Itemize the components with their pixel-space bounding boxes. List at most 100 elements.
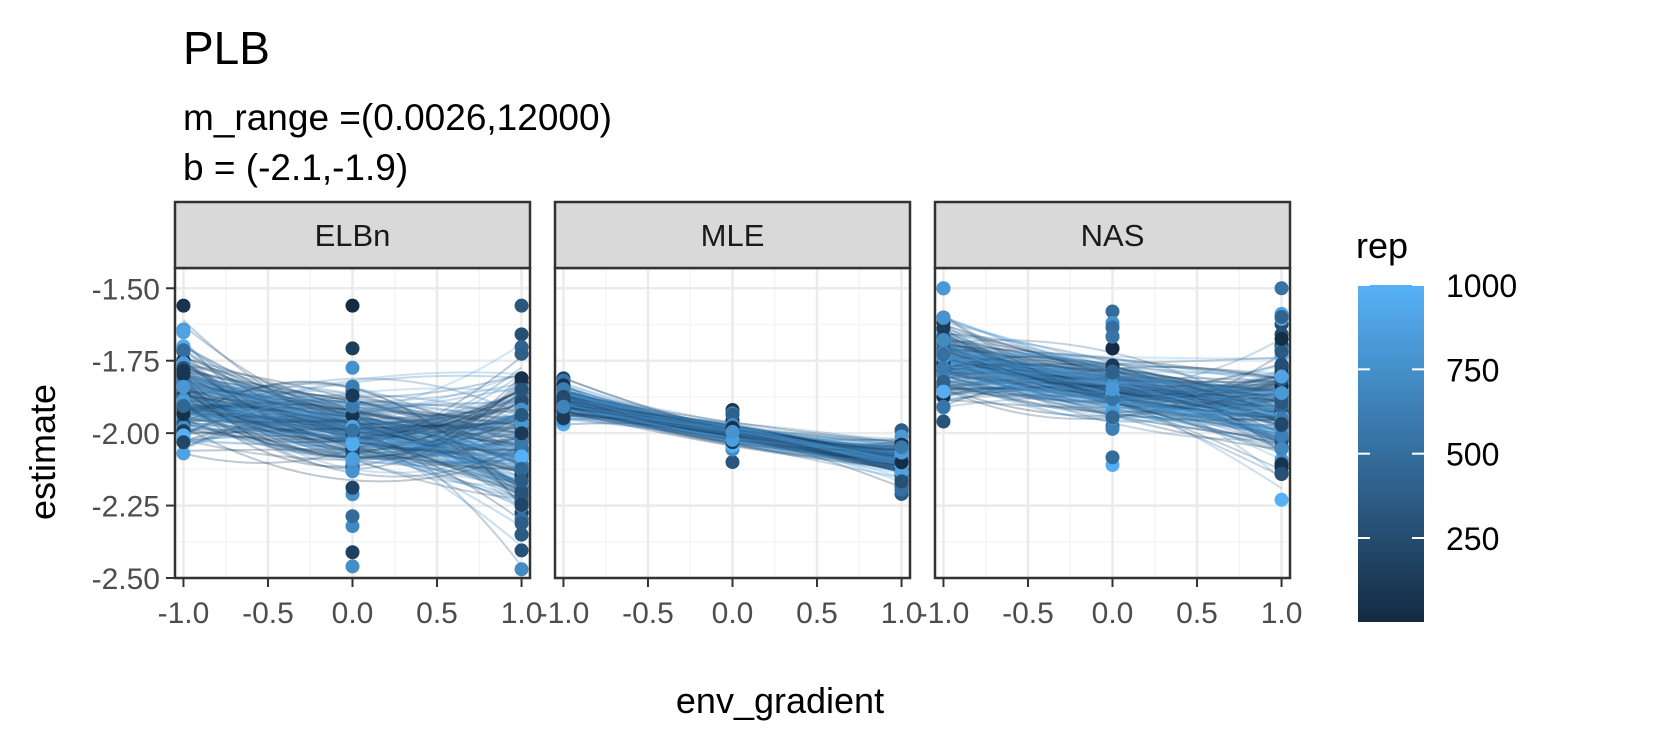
data-point [556,411,571,426]
data-point [725,424,740,439]
x-tick-label: -0.5 [242,597,294,630]
data-point [1105,365,1120,380]
data-point [936,360,951,375]
x-tick-label: 0.0 [332,597,374,630]
data-point [345,519,360,534]
data-point [514,408,529,423]
data-point [936,374,951,389]
chart-subtitle-line-1: m_range =(0.0026,12000) [183,97,612,138]
data-point [894,474,909,489]
replicate-points [556,371,909,501]
data-point [345,480,360,495]
data-point [514,371,529,386]
legend-title: rep [1356,225,1408,266]
x-tick-label: 1.0 [501,597,543,630]
data-point [514,497,529,512]
data-point [1274,492,1289,507]
data-point [514,461,529,476]
data-point [1274,466,1289,481]
data-point [176,398,191,413]
y-tick-label: -2.50 [92,563,160,596]
replicate-line [183,377,522,428]
data-point [894,455,909,470]
data-point [514,543,529,558]
data-point [514,562,529,577]
data-point [936,321,951,336]
x-tick-label: 0.5 [796,597,838,630]
facet-panel-mle: MLE -1.0 -0.5 0.0 0.5 1.0 [538,200,922,630]
data-point [514,473,529,488]
data-point [1105,410,1120,425]
data-point [1105,341,1120,356]
x-tick-label: -0.5 [622,597,674,630]
legend: rep 250 500 750 1000 [1356,225,1517,622]
x-axis-label: env_gradient [676,680,884,721]
data-point [1105,421,1120,436]
legend-tick-label: 500 [1446,437,1499,473]
legend-tick-label: 1000 [1446,268,1517,304]
data-point [345,437,360,452]
data-point [1274,281,1289,296]
data-point [176,343,191,358]
data-point [345,388,360,403]
data-point [936,310,951,325]
facet-strip-label: MLE [701,218,765,253]
data-point [345,341,360,356]
y-axis: -1.50 -1.75 -2.00 -2.25 -2.50 [92,273,175,596]
facet-strip-label: NAS [1081,218,1145,253]
replicate-points [176,298,529,577]
data-point [176,367,191,382]
data-point [345,360,360,375]
data-point [1274,386,1289,401]
data-point [1105,392,1120,407]
data-point [514,298,529,313]
data-point [176,379,191,394]
data-point [514,426,529,441]
data-point [1274,428,1289,443]
data-point [514,484,529,499]
data-point [1274,357,1289,372]
data-point [1274,441,1289,456]
facet-strip-label: ELBn [315,218,391,253]
x-tick-label: -1.0 [538,597,590,630]
data-point [176,298,191,313]
chart-subtitle-line-2: b = (-2.1,-1.9) [183,147,408,188]
data-point [936,399,951,414]
x-tick-label: 1.0 [1261,597,1303,630]
facet-panel-nas: NAS -1.0 -0.5 0.0 0.5 1.0 [918,200,1303,630]
y-tick-label: -2.00 [92,418,160,451]
x-tick-label: -0.5 [1002,597,1054,630]
y-tick-label: -1.50 [92,273,160,306]
data-point [345,298,360,313]
data-point [514,449,529,464]
data-point [1105,329,1120,344]
data-point [1105,450,1120,465]
facet-strip [933,200,1292,270]
data-point [176,435,191,450]
facet-panels: ELBn -1.0 -0.5 0.0 0.5 1.0 MLE -1.0 -0.5 0.0 0.5 1.… [92,200,1303,630]
data-point [514,516,529,531]
facet-strip [553,200,912,270]
data-point [725,407,740,422]
x-tick-label: -1.0 [918,597,970,630]
data-point [894,440,909,455]
data-point [345,451,360,466]
data-point [176,325,191,340]
facet-panel-elbn: ELBn -1.0 -0.5 0.0 0.5 1.0 [158,200,543,630]
data-point [514,527,529,542]
data-point [1274,310,1289,325]
replicate-points [936,281,1289,507]
data-point [1274,417,1289,432]
data-point [345,399,360,414]
data-point [1274,331,1289,346]
data-point [345,559,360,574]
y-tick-label: -2.25 [92,491,160,524]
chart-title: PLB [183,22,270,74]
data-point [514,382,529,397]
data-point [514,327,529,342]
data-point [556,399,571,414]
x-tick-label: 0.5 [1176,597,1218,630]
data-point [936,332,951,347]
